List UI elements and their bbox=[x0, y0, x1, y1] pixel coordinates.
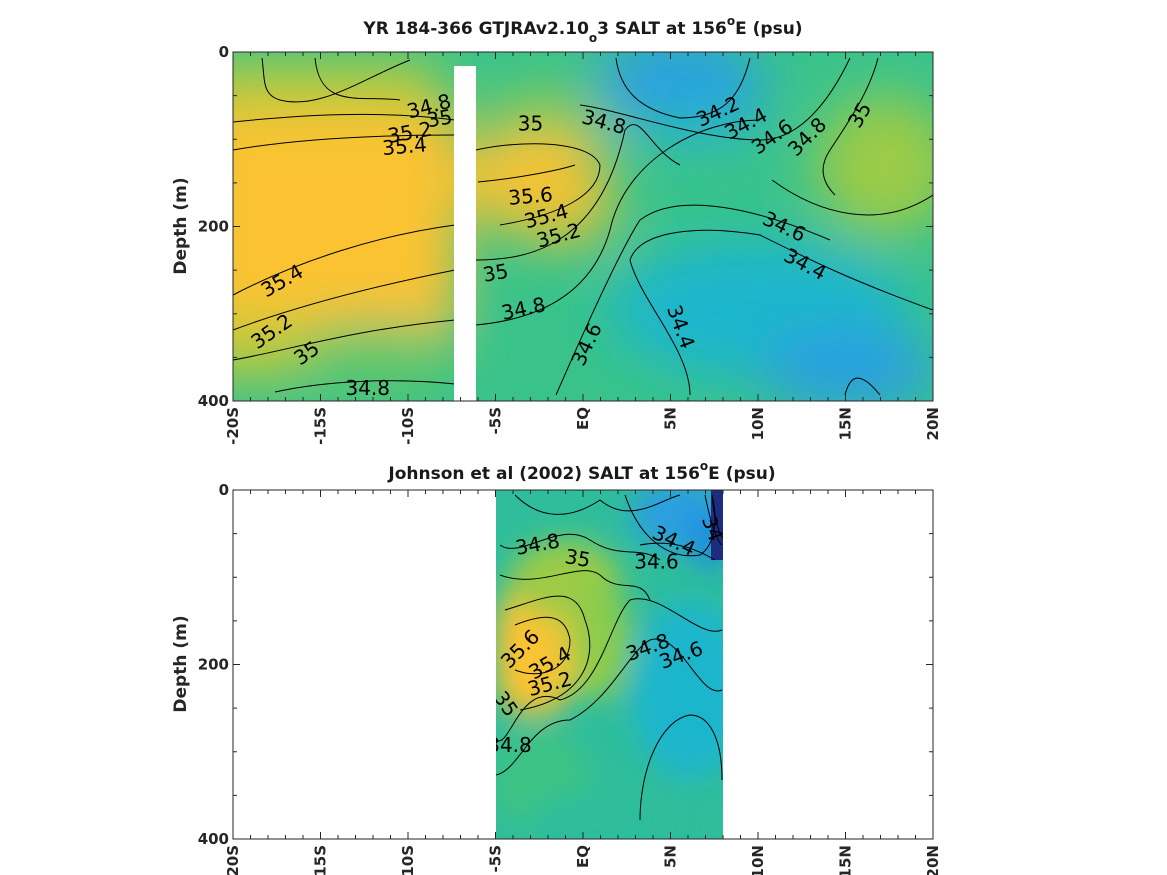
bottom-y-tick-label: 200 bbox=[198, 656, 229, 674]
bottom-x-tick-label: -5S bbox=[487, 845, 505, 872]
top-contour-label: 35 bbox=[518, 112, 543, 136]
top-contour-label: 34.8 bbox=[345, 376, 390, 400]
top-contour-label: 35.6 bbox=[507, 182, 553, 210]
bottom-x-tick-label: -10S bbox=[399, 845, 417, 875]
bottom-y-tick-label: 0 bbox=[219, 481, 229, 499]
top-x-tick-label: EQ bbox=[574, 407, 592, 430]
top-contours bbox=[233, 57, 933, 396]
top-x-tick-label: 15N bbox=[837, 407, 855, 440]
bottom-x-tick-label: -15S bbox=[312, 845, 330, 875]
bottom-y-ticks: 0 200 400 bbox=[198, 481, 933, 848]
bottom-salinity-field: 34.8 35 34.43434.635.635.435.23534.834.634… bbox=[487, 490, 723, 839]
top-y-tick-label: 0 bbox=[219, 43, 229, 61]
top-y-tick-label: 200 bbox=[198, 218, 229, 236]
bottom-x-tick-label: 5N bbox=[662, 845, 680, 868]
top-title: YR 184-366 GTJRAv2.10o3 SALT at 156oE (p… bbox=[362, 14, 802, 45]
top-x-tick-label: -10S bbox=[399, 407, 417, 445]
bottom-title: Johnson et al (2002) SALT at 156oE (psu) bbox=[387, 459, 775, 484]
bottom-contour-label: 35 bbox=[563, 544, 592, 572]
bottom-panel: Johnson et al (2002) SALT at 156oE (psu)… bbox=[171, 459, 942, 875]
bottom-contour-label: 34.6 bbox=[634, 550, 679, 574]
top-missing-data-gap bbox=[454, 66, 476, 401]
bottom-x-tick-label: EQ bbox=[574, 845, 592, 868]
bottom-contour-labels: 34.8 35 34.43434.635.635.435.23534.834.634… bbox=[487, 512, 723, 757]
top-y-axis-label: Depth (m) bbox=[171, 177, 191, 274]
bottom-contours bbox=[496, 494, 723, 821]
top-contour-label: 35 bbox=[425, 104, 454, 132]
top-x-tick-label: 10N bbox=[749, 407, 767, 440]
bottom-x-tick-label: 10N bbox=[749, 845, 767, 875]
top-x-tick-label: 5N bbox=[662, 407, 680, 430]
top-contour-label: 35 bbox=[481, 259, 510, 287]
top-y-tick-label: 400 bbox=[198, 392, 229, 410]
top-x-tick-label: -15S bbox=[312, 407, 330, 445]
bottom-x-ticks: -20S -15S -10S -5S EQ 5N 10N 15N 20N bbox=[224, 490, 942, 875]
top-x-tick-label: 20N bbox=[924, 407, 942, 440]
top-x-tick-label: -20S bbox=[224, 407, 242, 445]
bottom-x-tick-label: 20N bbox=[924, 845, 942, 875]
bottom-x-tick-label: -20S bbox=[224, 845, 242, 875]
top-panel: YR 184-366 GTJRAv2.10o3 SALT at 156oE (p… bbox=[171, 14, 942, 445]
bottom-y-tick-label: 400 bbox=[198, 830, 229, 848]
top-x-ticks: -20S -15S -10S -5S EQ 5N 10N 15N 20N bbox=[224, 52, 942, 445]
bottom-y-axis-label: Depth (m) bbox=[171, 615, 191, 712]
top-y-ticks: 0 200 400 bbox=[198, 43, 933, 410]
bottom-x-tick-label: 15N bbox=[837, 845, 855, 875]
top-x-tick-label: -5S bbox=[487, 407, 505, 434]
bottom-contour-label: 34.8 bbox=[487, 733, 532, 757]
top-contour-label: 35.4 bbox=[381, 132, 427, 160]
